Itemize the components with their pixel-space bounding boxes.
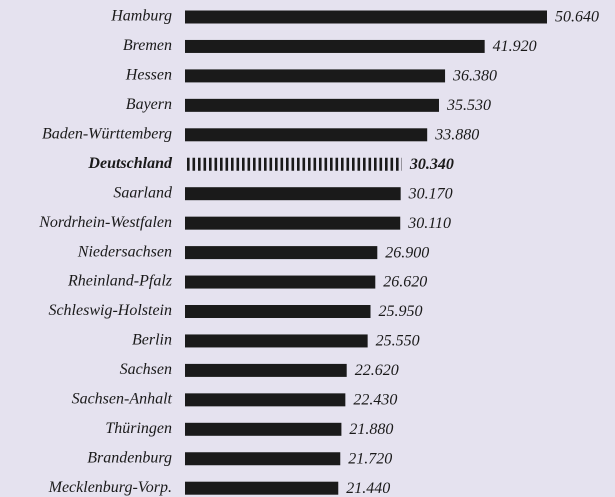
- bar: [185, 422, 342, 436]
- bar: [185, 334, 368, 348]
- bar: [185, 452, 341, 466]
- bar: [185, 39, 485, 53]
- bar: [185, 128, 428, 142]
- value-label: 21.720: [348, 450, 392, 467]
- category-label: Brandenburg: [87, 449, 172, 466]
- category-label: Bayern: [126, 96, 172, 113]
- category-label: Hamburg: [110, 8, 172, 25]
- value-label: 30.110: [407, 215, 451, 232]
- value-label: 22.620: [355, 362, 399, 379]
- bar: [185, 363, 347, 377]
- category-label: Sachsen-Anhalt: [72, 391, 173, 408]
- bar: [185, 393, 346, 407]
- bar: [185, 216, 401, 230]
- value-label: 22.430: [353, 392, 397, 409]
- bar: [185, 157, 402, 171]
- category-label: Deutschland: [87, 155, 173, 172]
- value-label: 50.640: [555, 9, 599, 26]
- bar: [185, 69, 446, 83]
- category-label: Saarland: [113, 184, 173, 201]
- category-label: Mecklenburg-Vorp.: [48, 479, 172, 496]
- category-label: Bremen: [123, 37, 172, 54]
- value-label: 25.550: [376, 333, 420, 350]
- category-label: Nordrhein-Westfalen: [38, 214, 172, 231]
- category-label: Rheinland-Pfalz: [67, 273, 173, 290]
- category-label: Niedersachsen: [77, 243, 172, 260]
- value-label: 21.880: [349, 421, 393, 438]
- bar: [185, 481, 339, 495]
- category-label: Sachsen: [120, 361, 172, 378]
- value-label: 30.340: [409, 156, 454, 173]
- category-label: Hessen: [125, 67, 172, 84]
- value-label: 21.440: [346, 480, 390, 497]
- category-label: Schleswig-Holstein: [48, 302, 172, 319]
- value-label: 25.950: [379, 303, 423, 320]
- value-label: 33.880: [434, 126, 479, 143]
- bar: [185, 275, 376, 289]
- bar: [185, 98, 439, 112]
- value-label: 26.620: [383, 274, 427, 291]
- value-label: 26.900: [385, 244, 429, 261]
- bar: [185, 246, 378, 260]
- value-label: 35.530: [446, 97, 491, 114]
- category-label: Thüringen: [105, 420, 172, 437]
- bar: [185, 305, 371, 318]
- value-label: 30.170: [408, 185, 453, 202]
- bar: [185, 187, 401, 201]
- value-label: 41.920: [493, 38, 537, 55]
- category-label: Berlin: [132, 332, 172, 349]
- bar: [185, 10, 547, 24]
- value-label: 36.380: [452, 68, 497, 85]
- category-label: Baden-Württemberg: [42, 125, 172, 142]
